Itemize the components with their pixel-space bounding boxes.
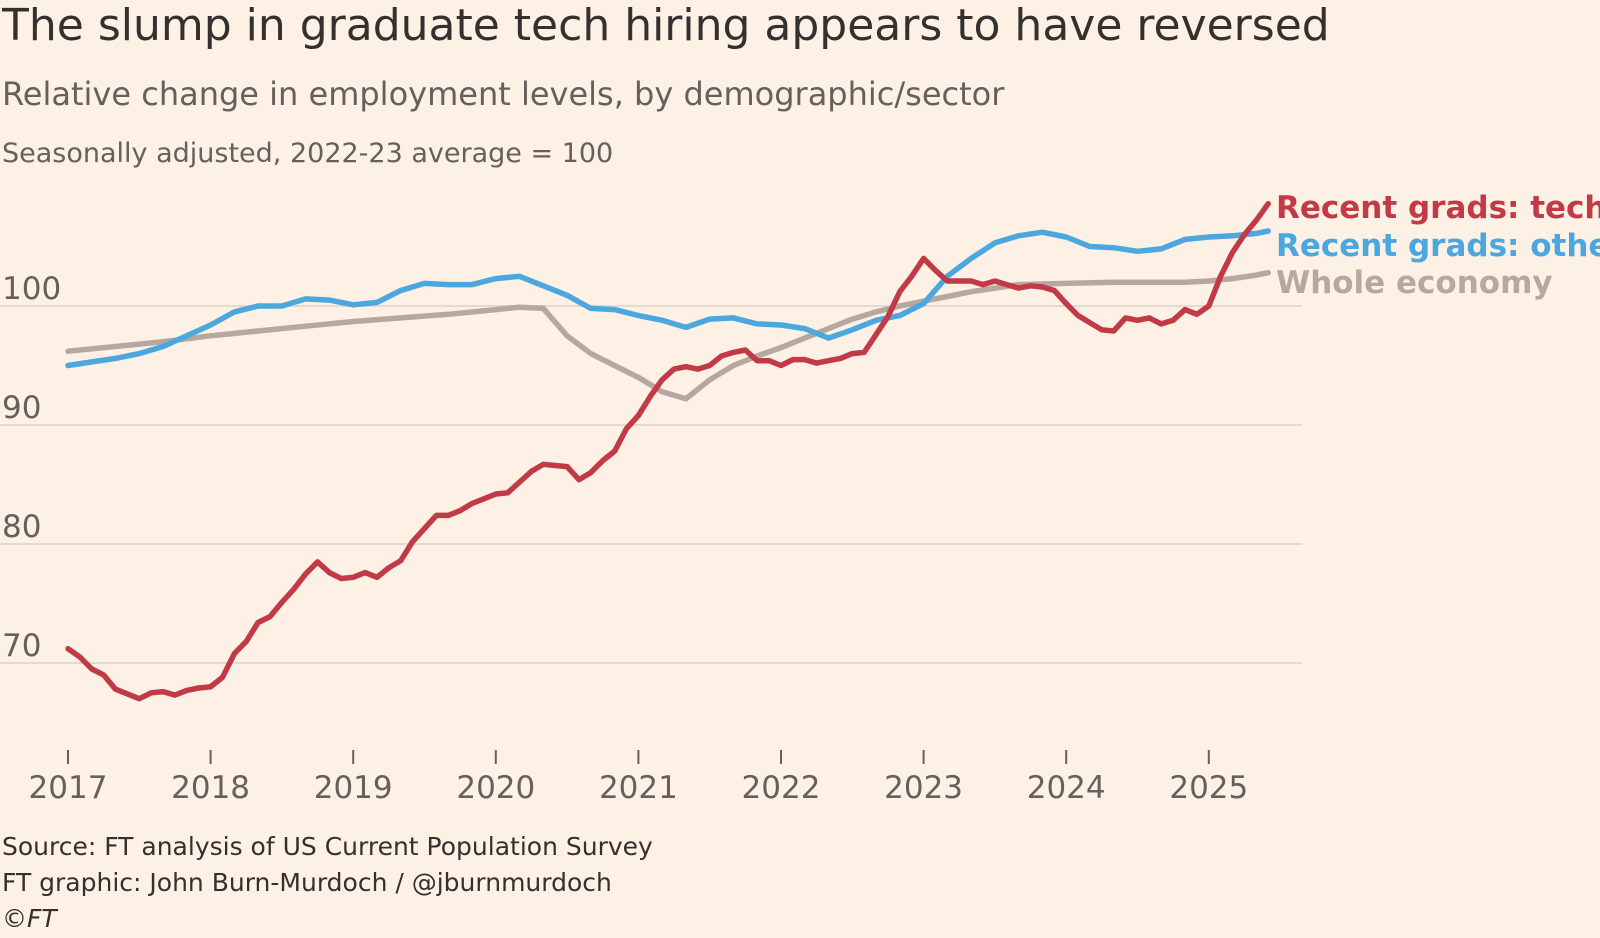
- x-tick-label: 2021: [599, 770, 678, 806]
- unit-note: Seasonally adjusted, 2022-23 average = 1…: [2, 138, 614, 169]
- gridlines: 70 80 90 100: [0, 271, 1302, 664]
- graphic-credit: FT graphic: John Burn-Murdoch / @jburnmu…: [2, 868, 612, 897]
- series-lines: [65, 200, 1271, 702]
- x-axis: 2017 2018 2019 2020 2021 2022 2023 2024 2025: [29, 750, 1248, 806]
- y-tick-label: 100: [2, 271, 61, 307]
- chart-subtitle: Relative change in employment levels, by…: [2, 75, 1005, 113]
- series-label: Recent grads: tech: [1276, 190, 1600, 226]
- y-tick-label: 90: [2, 390, 41, 426]
- x-tick-label: 2018: [171, 770, 250, 806]
- series-label: Recent grads: other: [1276, 228, 1600, 264]
- x-tick-label: 2017: [29, 770, 108, 806]
- x-tick-label: 2020: [456, 770, 535, 806]
- series-line-recent-grads-tech: [65, 200, 1271, 702]
- x-tick-label: 2019: [314, 770, 393, 806]
- x-tick-label: 2023: [884, 770, 963, 806]
- x-tick-label: 2024: [1027, 770, 1106, 806]
- chart-title: The slump in graduate tech hiring appear…: [2, 0, 1330, 51]
- series-line-recent-grads-other: [65, 228, 1271, 369]
- source-note: Source: FT analysis of US Current Popula…: [2, 832, 653, 861]
- y-tick-label: 70: [2, 628, 41, 664]
- y-tick-label: 80: [2, 509, 41, 545]
- series-label: Whole economy: [1276, 265, 1553, 301]
- x-tick-label: 2025: [1169, 770, 1248, 806]
- x-tick-label: 2022: [742, 770, 821, 806]
- series-line-whole-economy: [65, 269, 1271, 402]
- copyright: ©FT: [2, 904, 57, 933]
